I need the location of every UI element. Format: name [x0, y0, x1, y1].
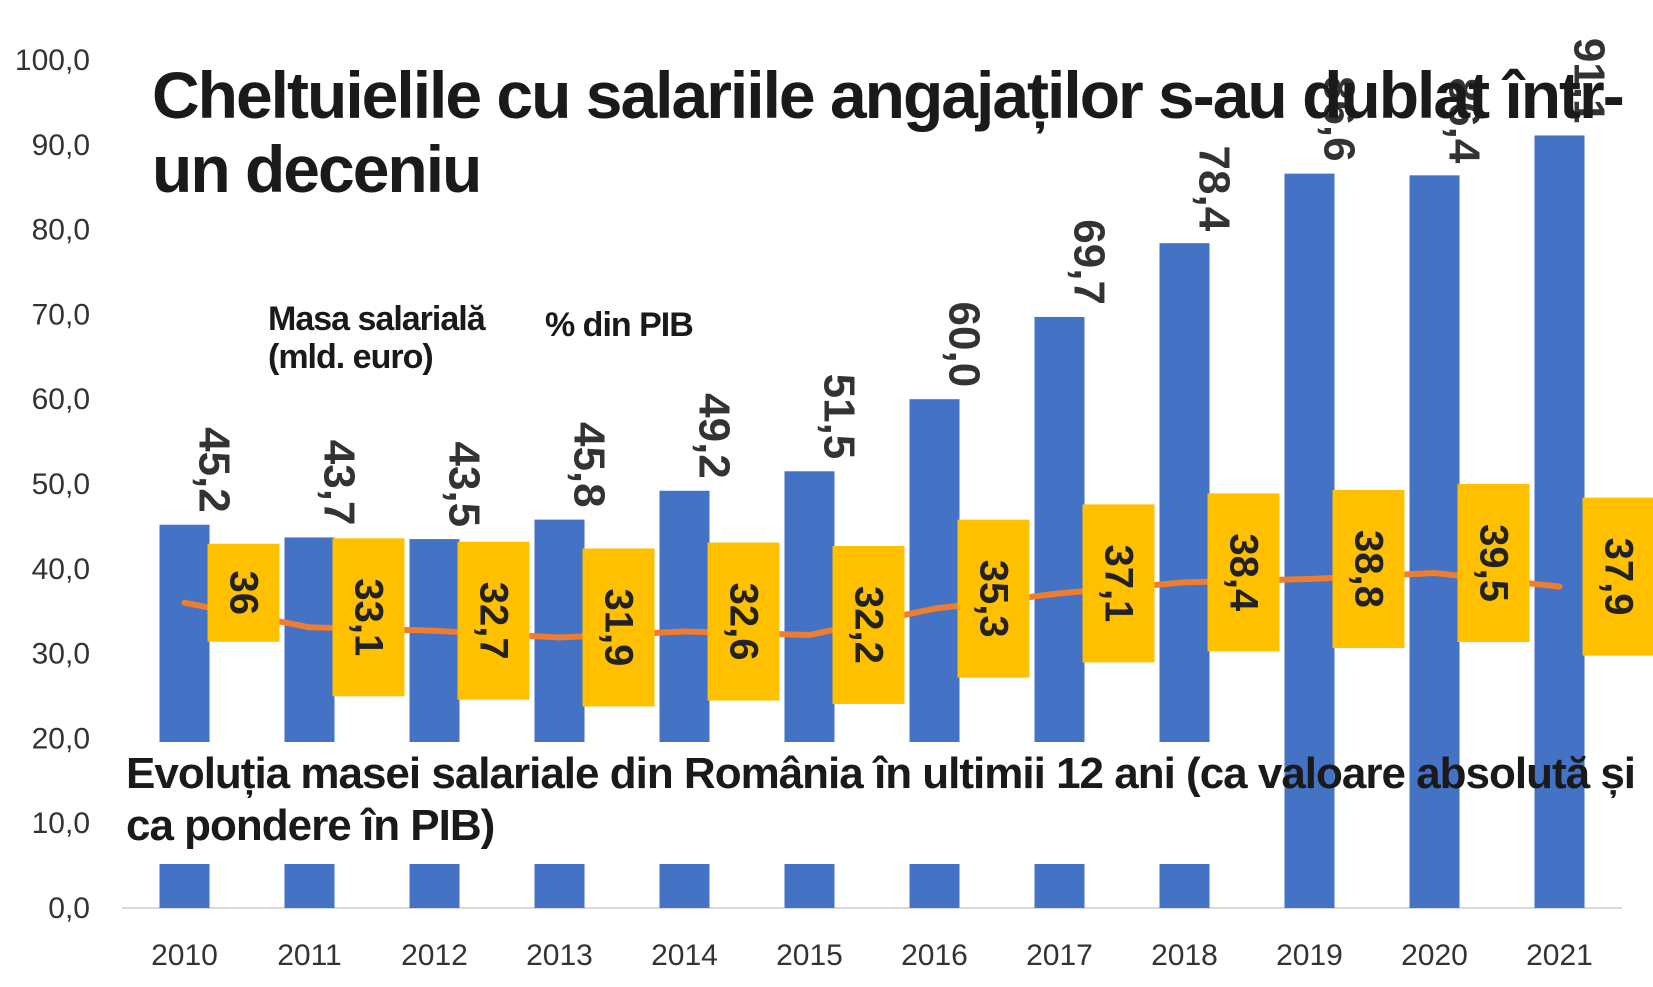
pib-value-label: 35,3 [972, 560, 1016, 638]
y-tick-label: 40,0 [32, 553, 90, 586]
pib-label-box [1332, 489, 1405, 648]
y-tick-label: 90,0 [32, 129, 90, 162]
pib-value-label: 37,1 [1097, 544, 1141, 622]
legend-bar-series: Masa salarială (mld. euro) [268, 300, 486, 376]
pib-label-box [332, 538, 405, 697]
pib-label-box [1082, 504, 1155, 663]
x-tick-label: 2021 [1526, 939, 1593, 972]
x-tick-label: 2016 [901, 939, 968, 972]
legend-bar-line1: Masa salarială [268, 300, 486, 338]
bar-value-label: 78,4 [1190, 146, 1239, 232]
bar-value-label: 51,5 [815, 374, 864, 460]
y-tick-label: 0,0 [48, 892, 90, 925]
pib-value-label: 31,9 [597, 589, 641, 667]
pib-value-label: 33,1 [347, 578, 391, 656]
pib-label-box [207, 543, 280, 642]
x-tick-label: 2013 [526, 939, 593, 972]
y-tick-label: 20,0 [32, 722, 90, 755]
pib-value-label: 32,7 [472, 582, 516, 660]
pib-value-label: 38,8 [1347, 530, 1391, 608]
legend-line-series: % din PIB [545, 306, 694, 344]
pib-value-label: 32,2 [847, 586, 891, 664]
chart-title: Cheltuielile cu salariile angajaților s-… [152, 58, 1625, 206]
y-tick-label: 30,0 [32, 638, 90, 671]
x-tick-label: 2020 [1401, 939, 1468, 972]
y-tick-label: 70,0 [32, 298, 90, 331]
x-tick-label: 2014 [651, 939, 718, 972]
pib-value-label: 32,6 [722, 583, 766, 661]
y-tick-label: 10,0 [32, 807, 90, 840]
chart-subtitle: Evoluția masei salariale din România în … [126, 749, 1636, 850]
y-tick-label: 80,0 [32, 214, 90, 247]
bar-value-label: 69,7 [1065, 219, 1114, 305]
x-tick-label: 2018 [1151, 939, 1218, 972]
pib-value-label: 38,4 [1222, 533, 1266, 612]
pib-label-box [457, 541, 530, 700]
bar-value-label: 43,7 [315, 440, 364, 526]
bar [1534, 135, 1585, 909]
legend-bar-line2: (mld. euro) [268, 338, 434, 376]
pib-value-label: 36 [222, 570, 266, 615]
y-tick-label: 60,0 [32, 383, 90, 416]
bar-value-label: 45,8 [565, 422, 614, 508]
bar-value-label: 60,0 [940, 302, 989, 388]
pib-label-box [582, 548, 655, 707]
bar-value-label: 86,4 [1440, 78, 1489, 164]
pib-label-box [707, 542, 780, 701]
pib-label-box [1207, 493, 1280, 652]
bar-value-label: 91,1 [1565, 38, 1614, 124]
bar [1409, 175, 1460, 908]
subtitle-background [118, 742, 1238, 864]
x-tick-label: 2011 [277, 939, 342, 972]
x-tick-label: 2012 [401, 939, 468, 972]
pib-label-box [957, 519, 1030, 678]
pib-value-label: 37,9 [1597, 538, 1641, 616]
pib-label-box [1457, 484, 1530, 643]
x-tick-label: 2017 [1026, 939, 1093, 972]
bar-value-label: 49,2 [690, 393, 739, 479]
pib-value-label: 39,5 [1472, 524, 1516, 602]
bar [1284, 173, 1335, 908]
x-tick-label: 2010 [151, 939, 218, 972]
pib-label-box [832, 545, 905, 704]
y-tick-label: 100,0 [15, 44, 90, 77]
bar-value-label: 43,5 [440, 441, 489, 527]
bar-value-label: 45,2 [190, 427, 239, 513]
x-tick-label: 2015 [776, 939, 843, 972]
x-tick-label: 2019 [1276, 939, 1343, 972]
bar-value-label: 86,6 [1315, 76, 1364, 162]
y-tick-label: 50,0 [32, 468, 90, 501]
pib-label-box [1582, 497, 1653, 656]
